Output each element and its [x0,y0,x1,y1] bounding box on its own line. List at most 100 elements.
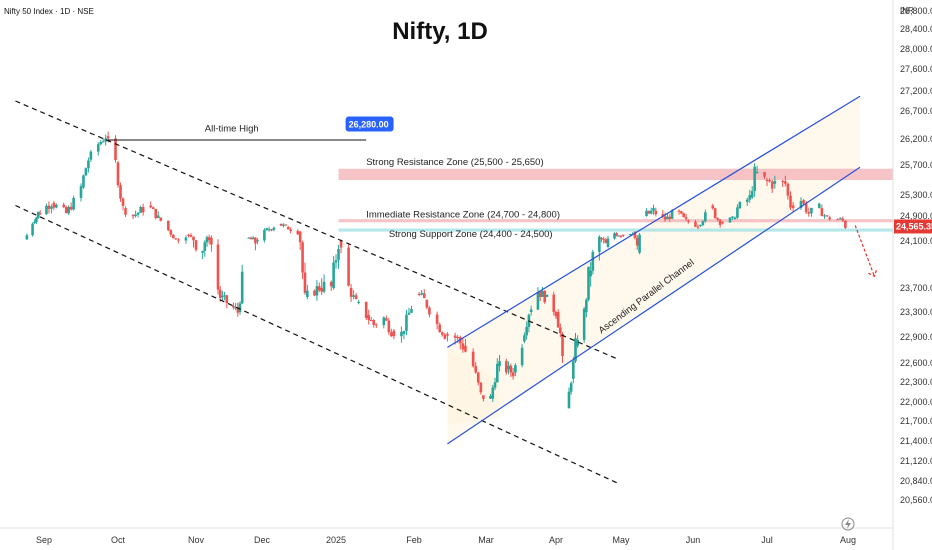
candle-body [523,335,526,342]
candle-body [64,207,68,213]
candle-body [495,363,499,383]
candle-body [240,271,244,304]
price-tick-label: 21,120.00 [900,456,932,466]
price-tick-label: 20,840.00 [900,476,932,486]
candle-body [169,230,173,235]
candle-body [628,234,632,236]
candle-body [704,212,707,222]
candle-body [149,205,153,208]
candle-body [461,343,465,350]
candle-body [62,204,66,208]
immediate-resistance-zone [338,219,894,223]
candle-body [349,288,353,297]
candle-body [836,219,839,221]
candle-body [491,387,495,399]
candle-body [177,239,180,241]
candle-body [663,216,667,220]
candle-body [392,330,396,337]
time-tick-label: Jun [686,535,701,545]
candle-body [482,395,485,399]
candle-body [364,301,368,319]
time-tick-label: Feb [406,535,422,545]
candle-body [254,237,257,244]
candle-body [315,286,319,296]
candle-body [139,207,142,213]
candle-body [456,337,460,338]
candle-body [218,289,222,298]
candle-body [585,299,588,312]
candle-body [810,207,813,214]
candle-body [121,198,125,206]
time-tick-label: Dec [254,535,271,545]
candle-body [234,307,237,309]
candle-body [768,180,771,182]
candle-body [538,291,542,297]
candle-body [31,223,34,236]
candle-body [82,175,85,188]
currency-label: INR [900,6,914,15]
candle-body [638,234,641,253]
price-tick-label: 28,800.00 [900,6,932,16]
candle-body [699,225,702,227]
candle-body [35,217,38,223]
candle-body [718,219,722,226]
candle-body [600,237,603,240]
price-tick-label: 23,700.00 [900,283,932,293]
candle-body [116,162,120,186]
price-tick-label: 22,900.00 [900,332,932,342]
candle-body [174,238,178,240]
time-tick-label: May [612,535,630,545]
candle-body [617,235,621,237]
candle-body [696,226,700,228]
candle-body [89,151,93,160]
time-tick-label: 2025 [326,535,346,545]
candle-body [267,229,271,231]
candle-body [701,221,705,226]
candle-body [205,237,209,243]
candle-body [572,361,575,379]
candle-body [716,218,719,220]
candle-body [493,382,497,388]
candle-body [263,229,266,241]
candle-body [207,237,211,241]
candle-body [694,221,697,227]
candle-body [687,220,690,222]
candle-body [828,217,832,220]
candle-body [786,183,790,196]
candle-body [731,216,734,218]
time-tick-label: Mar [478,535,494,545]
candle-body [755,171,759,173]
lightning-icon[interactable] [841,517,855,531]
candle-body [736,207,739,218]
candle-body [270,229,273,231]
price-tick-label: 22,000.00 [900,397,932,407]
ascending-channel-upper-line [447,95,861,348]
candle-body [838,218,842,220]
candle-body [289,229,292,231]
time-axis[interactable]: Sep Oct Nov Dec 2025 Feb Mar Apr May Jun Jul Aug [36,535,856,545]
candle-body [574,338,577,362]
price-tick-label: 20,560.00 [900,495,932,505]
candle-body [225,295,229,304]
candle-body [745,199,749,203]
candle-body [322,281,326,292]
strong-resistance-zone [338,168,894,180]
candle-body [101,141,105,143]
candle-body [428,307,431,315]
ath-badge-label: 26,280.00 [349,120,389,130]
candle-body [820,208,824,217]
candle-body [682,213,686,218]
candle-body [435,314,439,325]
price-tick-label: 27,200.00 [900,86,932,96]
candle-body [514,365,517,373]
candle-body [677,210,681,212]
price-axis[interactable]: 28,800.00 28,400.00 28,000.00 27,600.00 27,2… [900,6,932,505]
candle-body [337,248,340,261]
candle-body [721,222,724,224]
price-tick-label: 25,300.00 [900,190,932,200]
ath-annotation: All-time High [205,124,259,135]
candle-body [748,195,752,200]
candle-body [505,361,508,373]
candle-body [303,272,307,293]
